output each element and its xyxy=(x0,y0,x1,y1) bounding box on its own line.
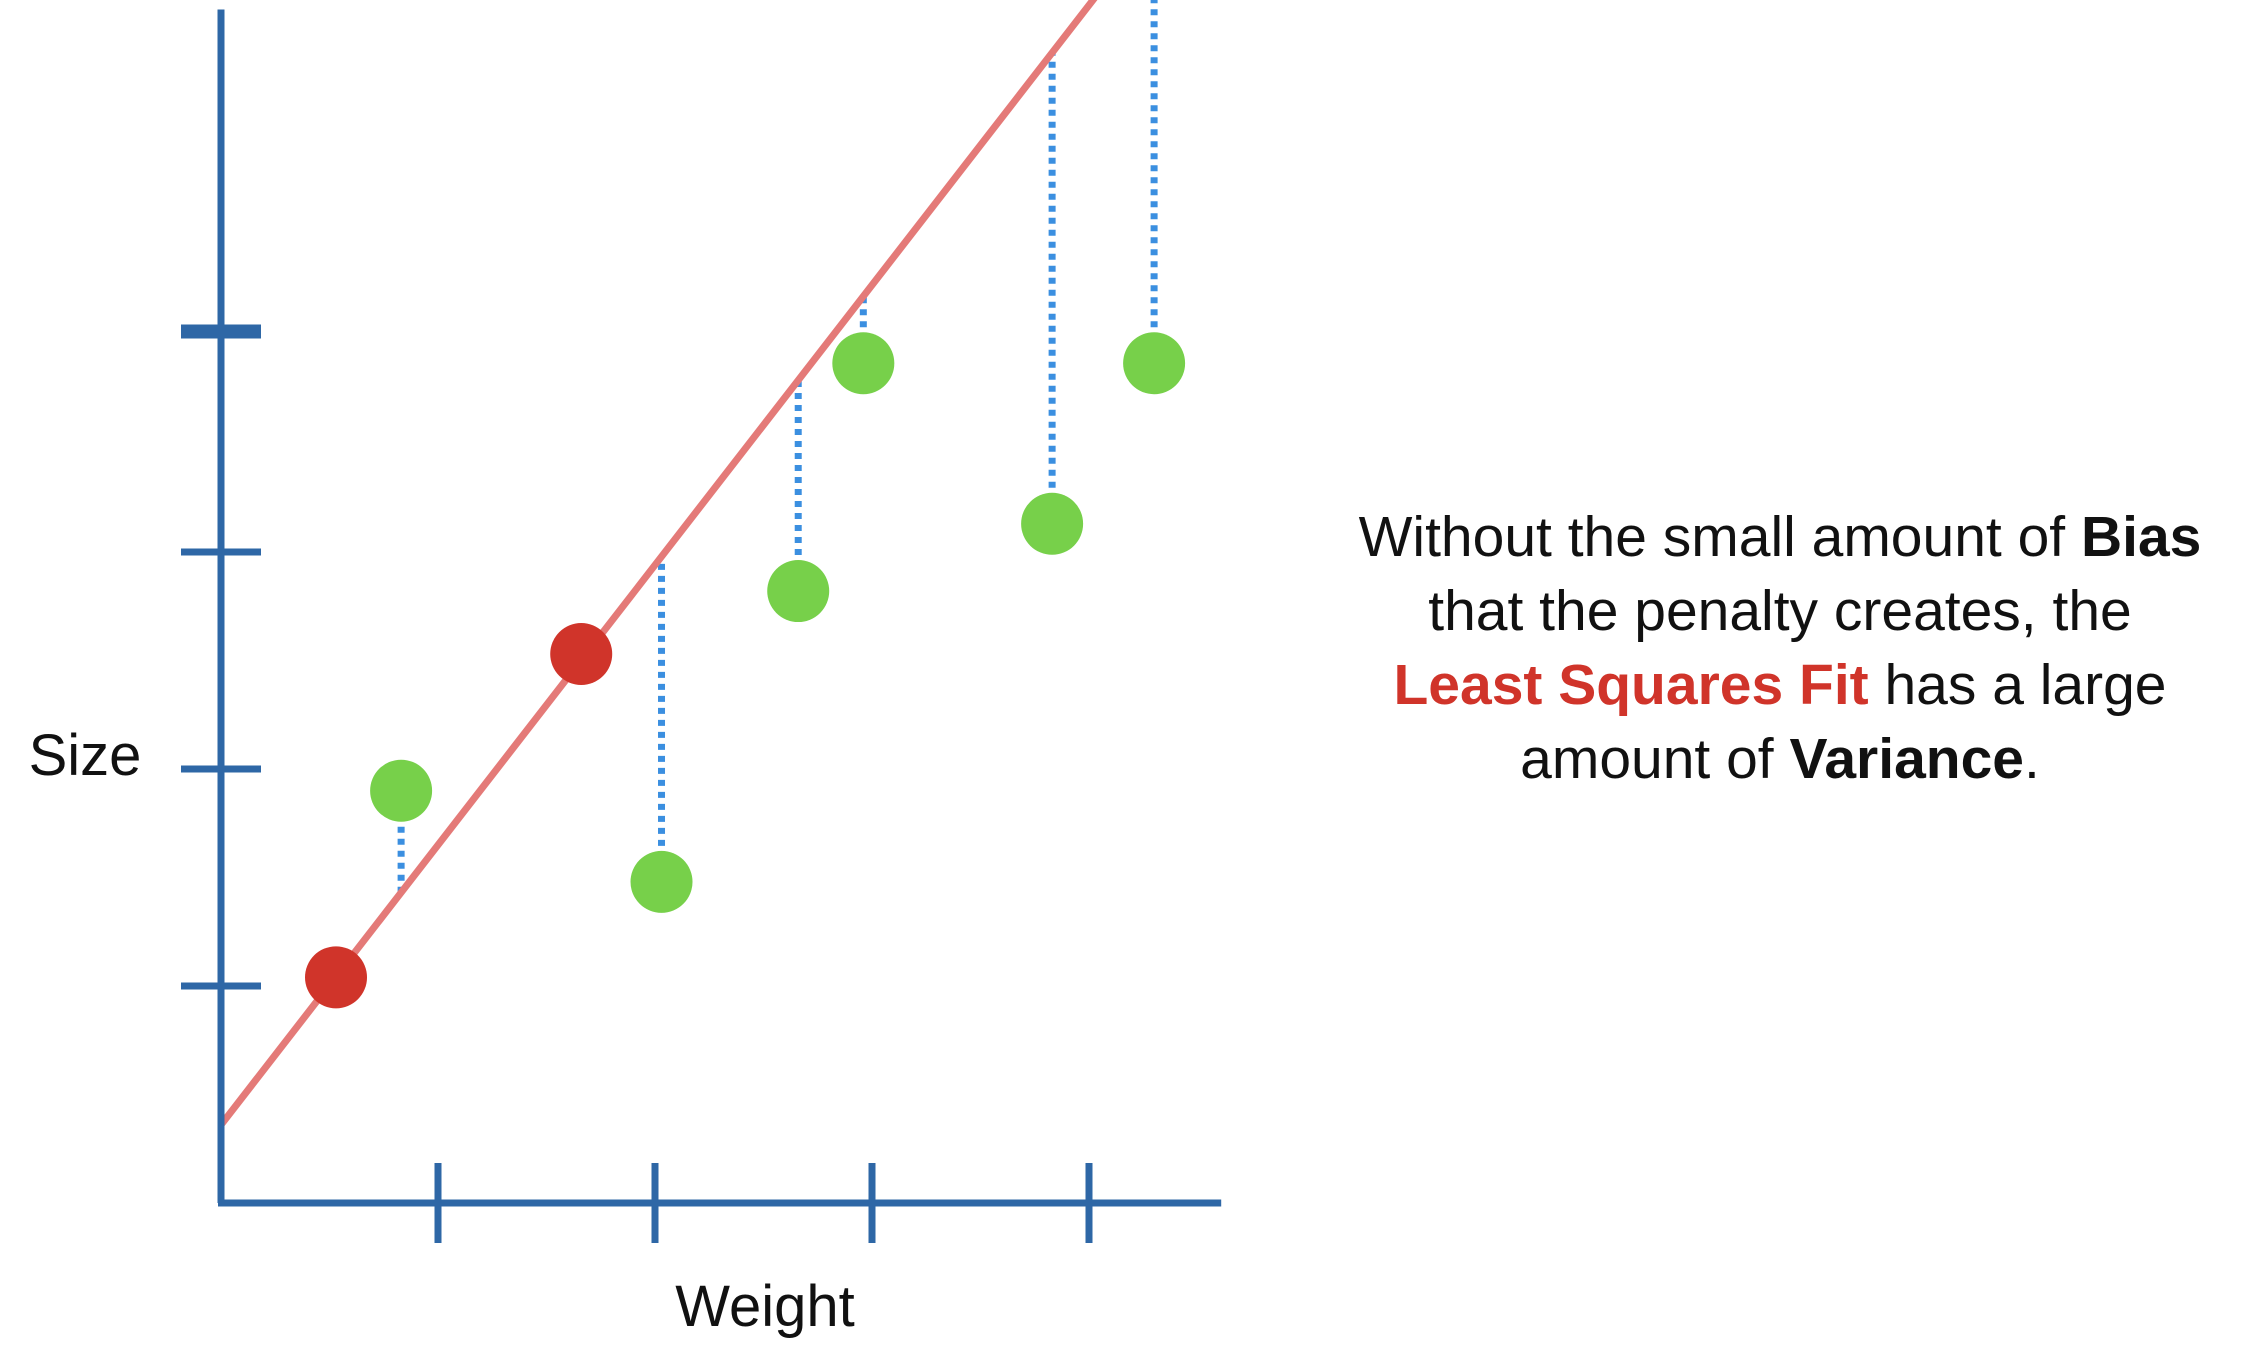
axes-layer xyxy=(181,9,1222,1243)
green-data-point xyxy=(1021,492,1084,555)
bias-term: Bias xyxy=(2080,505,2202,569)
least-squares-fit-line xyxy=(217,0,1098,1129)
red-data-point xyxy=(305,946,368,1009)
x-axis-label: Weight xyxy=(675,1274,854,1339)
residuals-layer xyxy=(397,0,1158,893)
caption-line-2: that the penalty creates, the xyxy=(1428,579,2132,643)
green-data-point xyxy=(832,332,895,395)
caption-line-3: Least Squares Fit has a large xyxy=(1290,648,2266,722)
caption-text: . xyxy=(2024,727,2040,791)
green-data-point xyxy=(767,560,830,623)
caption-line-4: amount of Variance. xyxy=(1290,722,2266,796)
red-data-point xyxy=(550,622,613,685)
caption: Without the small amount of Bias that th… xyxy=(1290,500,2266,796)
caption-text: has a large xyxy=(1868,653,2167,717)
scatter-chart: Weight Size xyxy=(29,0,1222,1339)
y-axis-label: Size xyxy=(29,723,142,788)
variance-term: Variance xyxy=(1789,727,2024,791)
green-data-point xyxy=(1123,332,1186,395)
green-data-point xyxy=(630,850,693,913)
points-layer xyxy=(305,332,1186,1009)
caption-text: Without the small amount of xyxy=(1358,505,2081,569)
green-data-point xyxy=(370,759,433,822)
caption-line-1: Without the small amount of Bias xyxy=(1290,500,2266,574)
caption-text: amount of xyxy=(1520,727,1790,791)
least-squares-fit-term: Least Squares Fit xyxy=(1393,653,1869,717)
